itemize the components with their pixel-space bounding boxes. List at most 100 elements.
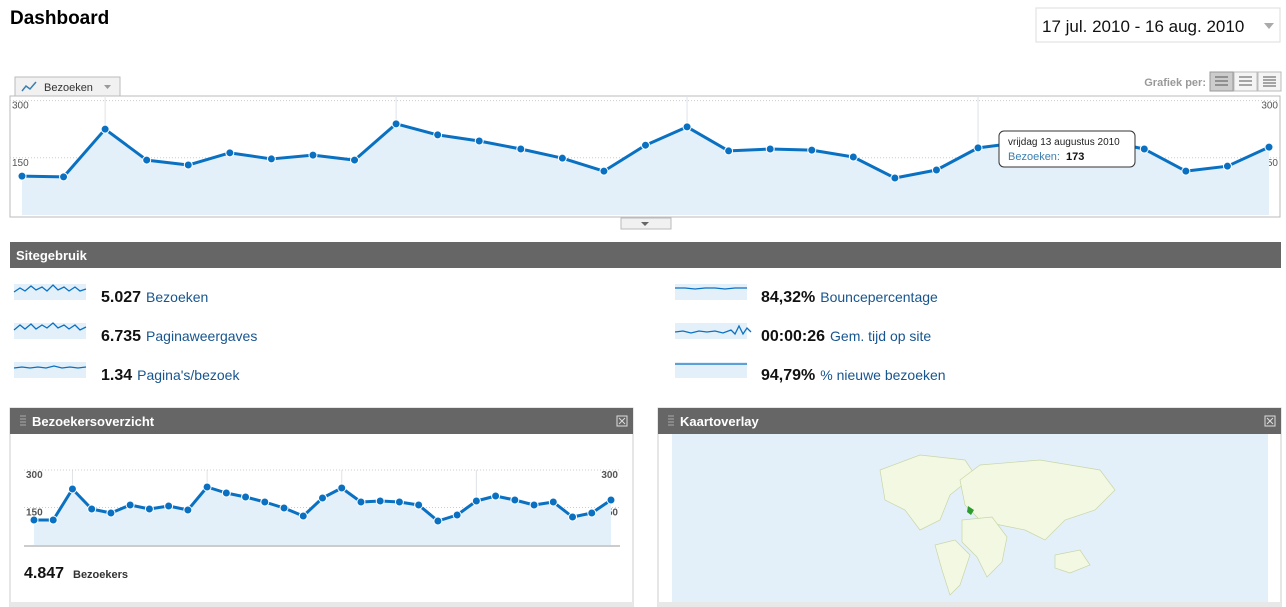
line-chart: 19 jul.26 jul.2 aug.9 aug.150150300300vr… <box>10 96 1280 215</box>
metric: 5.027 Bezoeken <box>13 284 208 306</box>
point <box>100 124 110 134</box>
point <box>164 501 174 511</box>
point <box>225 148 235 158</box>
sparkline-bg <box>675 284 747 300</box>
widget-footer <box>658 602 1281 607</box>
point <box>391 119 401 129</box>
point <box>318 493 327 503</box>
point <box>452 510 462 520</box>
graph-per-buttons <box>1209 71 1282 92</box>
point <box>142 155 152 165</box>
point <box>1139 144 1149 154</box>
area <box>22 123 1269 215</box>
tooltip-date: vrijdag 13 augustus 2010 <box>1008 137 1120 148</box>
point <box>1264 142 1274 152</box>
sparkline <box>674 324 752 336</box>
point <box>724 146 734 156</box>
button-label[interactable]: Bezoeken <box>44 82 93 94</box>
widget-header <box>658 408 1281 434</box>
month-button[interactable] <box>1257 71 1282 92</box>
point <box>266 154 276 164</box>
sparkline-bg <box>14 284 86 300</box>
point <box>1181 166 1191 176</box>
metric-label[interactable]: Pagina's/bezoek <box>137 367 240 383</box>
point <box>87 504 97 514</box>
close-button[interactable] <box>1264 415 1276 427</box>
close-x <box>1266 417 1274 425</box>
date-picker[interactable]: 17 jul. 2010 - 16 aug. 2010 <box>1035 7 1281 43</box>
sparkline-bg <box>14 362 86 378</box>
point <box>568 512 578 522</box>
point <box>375 496 385 506</box>
south-america <box>934 539 971 596</box>
point <box>807 145 817 155</box>
date-box[interactable] <box>1035 7 1281 43</box>
map-land <box>879 454 1116 596</box>
collapse-arrow <box>641 222 649 226</box>
map-ocean <box>672 434 1268 602</box>
y-tick-label-right: 150 <box>1261 158 1278 169</box>
point <box>279 503 289 513</box>
metric-label[interactable]: % nieuwe bezoeken <box>820 367 945 383</box>
point <box>183 160 193 170</box>
point <box>414 500 424 510</box>
point <box>17 171 27 181</box>
point <box>183 505 193 515</box>
page-title: Dashboard <box>10 8 109 29</box>
sparkline <box>675 287 747 290</box>
point <box>890 173 900 183</box>
point <box>308 150 318 160</box>
point <box>529 500 539 510</box>
point <box>641 140 650 150</box>
metric-label[interactable]: Bouncepercentage <box>820 289 938 305</box>
point <box>510 495 520 505</box>
close-button[interactable] <box>616 415 628 427</box>
point <box>241 492 251 502</box>
close-x <box>618 417 626 425</box>
point <box>106 508 116 518</box>
sparkline-bg <box>14 323 86 339</box>
sparkline-bg <box>675 362 747 378</box>
point <box>394 497 404 507</box>
area <box>34 487 611 545</box>
sparkline <box>13 284 87 293</box>
date-range[interactable]: 17 jul. 2010 - 16 aug. 2010 <box>1042 17 1244 36</box>
metric-label[interactable]: Paginaweergaves <box>146 328 257 344</box>
tooltip-label: Bezoeken: <box>1008 151 1060 163</box>
y-tick-label: 300 <box>12 101 29 112</box>
metric-value: 00:00:26 <box>761 328 825 345</box>
highlight-country <box>967 506 974 515</box>
point <box>350 155 360 165</box>
y-tick-label-right: 300 <box>1261 101 1278 112</box>
metric: 1.34 Pagina's/bezoek <box>13 362 240 384</box>
point <box>1222 161 1232 171</box>
close-box[interactable] <box>616 415 628 427</box>
metric-value: 1.34 <box>101 367 132 384</box>
metric-label[interactable]: Bezoeken <box>146 289 208 305</box>
point <box>260 497 270 507</box>
point <box>433 130 443 140</box>
point <box>474 136 484 146</box>
widget-header <box>10 408 633 434</box>
point <box>682 122 692 132</box>
collapse-tab[interactable] <box>620 217 672 230</box>
metric-value: 94,79% <box>761 367 815 384</box>
widget-footer <box>10 602 633 607</box>
point <box>59 172 69 182</box>
metric-label[interactable]: Gem. tijd op site <box>830 328 931 344</box>
sparkline <box>13 365 87 369</box>
metric-value: 84,32% <box>761 289 815 306</box>
point <box>973 143 983 153</box>
metric-value: 6.735 <box>101 328 141 345</box>
metric: 94,79% % nieuwe bezoeken <box>675 362 946 384</box>
button-icons <box>1215 76 1276 87</box>
metric-button[interactable]: Bezoeken <box>14 76 121 97</box>
close-box[interactable] <box>1264 415 1276 427</box>
tooltip-box <box>998 130 1136 168</box>
drag-handle <box>20 415 26 426</box>
line-icon <box>21 81 37 92</box>
point <box>599 166 609 176</box>
